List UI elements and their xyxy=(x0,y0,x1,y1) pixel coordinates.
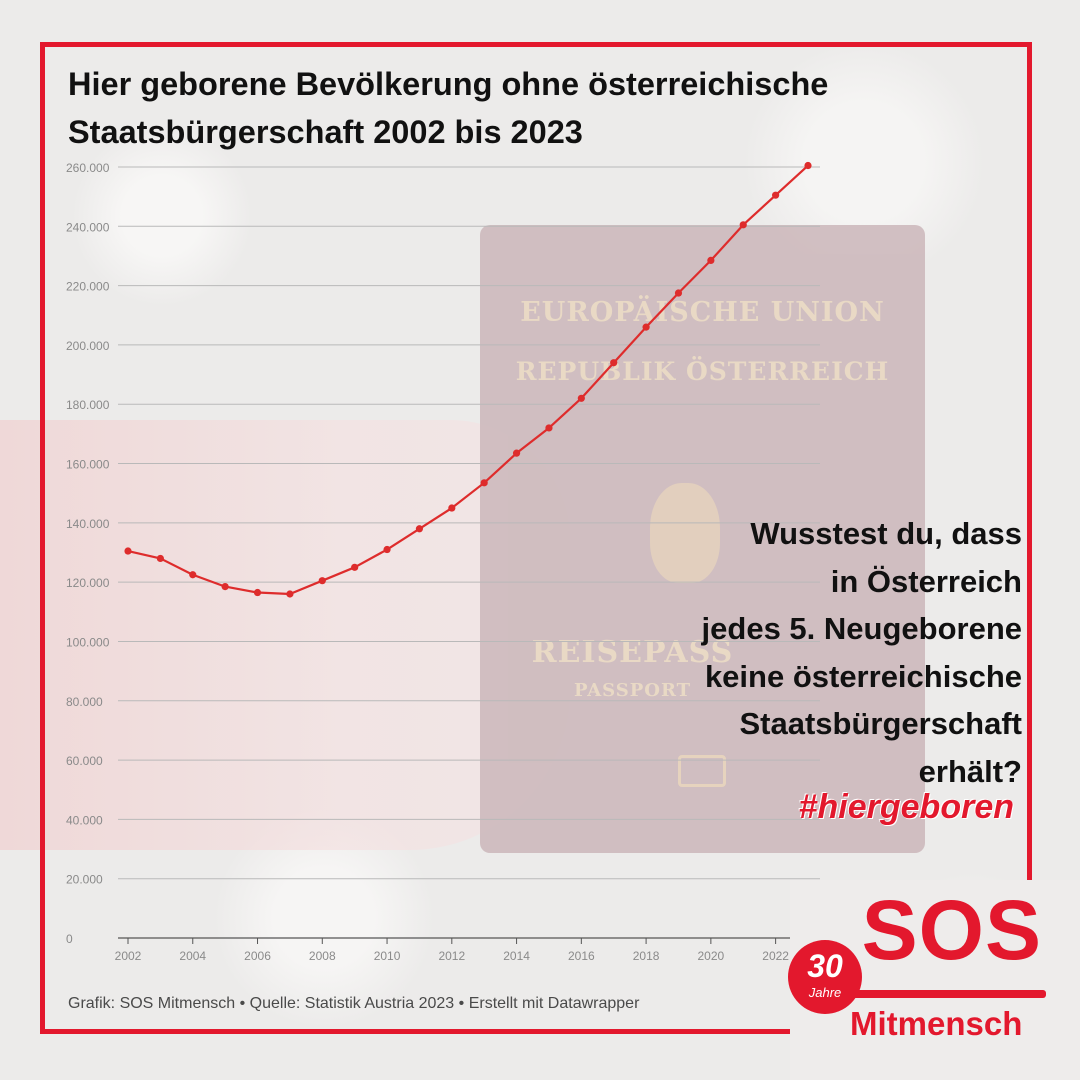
y-tick-label: 140.000 xyxy=(66,517,110,531)
badge-label: Jahre xyxy=(808,985,842,1000)
x-tick-label: 2016 xyxy=(568,949,595,963)
y-tick-label: 120.000 xyxy=(66,576,110,590)
data-point xyxy=(512,449,521,457)
chart-title: Hier geborene Bevölkerung ohne österreic… xyxy=(68,60,828,156)
data-point xyxy=(221,583,229,591)
callout-line-6: erhält? xyxy=(918,753,1022,789)
eagle-emblem-icon xyxy=(650,483,720,583)
x-tick-label: 2020 xyxy=(698,949,725,963)
data-point xyxy=(415,525,424,533)
x-tick-label: 2012 xyxy=(438,949,465,963)
data-point xyxy=(286,590,294,598)
data-point xyxy=(772,191,780,199)
data-point xyxy=(739,221,747,229)
title-line-2: Staatsbürgerschaft 2002 bis 2023 xyxy=(68,114,583,150)
data-point xyxy=(804,161,812,170)
callout-line-1: Wusstest du, dass xyxy=(750,516,1022,551)
passport-line-2: REPUBLIK ÖSTERREICH xyxy=(515,357,890,386)
y-tick-label: 260.000 xyxy=(66,161,110,175)
hand-photo xyxy=(0,420,570,850)
anniversary-badge: 30 Jahre xyxy=(788,940,862,1014)
data-point xyxy=(383,545,391,554)
logo-mitmensch: Mitmensch xyxy=(850,1005,1023,1042)
y-tick-label: 20.000 xyxy=(66,873,103,887)
data-point xyxy=(156,554,164,563)
y-tick-label: 160.000 xyxy=(66,458,110,472)
data-point xyxy=(448,504,456,512)
data-point xyxy=(189,571,197,579)
data-point xyxy=(124,547,132,555)
series-line xyxy=(127,164,809,596)
y-tick-label: 40.000 xyxy=(66,813,103,827)
data-point xyxy=(318,577,326,585)
callout-text: Wusstest du, dass in Österreich jedes 5.… xyxy=(702,510,1022,795)
logo-sos: SOS xyxy=(861,883,1042,977)
x-tick-label: 2018 xyxy=(633,949,660,963)
x-tick-label: 2004 xyxy=(179,949,206,963)
x-tick-label: 2002 xyxy=(115,949,142,963)
data-point xyxy=(545,424,553,432)
y-tick-label: 100.000 xyxy=(66,635,110,649)
y-tick-label: 220.000 xyxy=(66,280,110,294)
callout-line-5: Staatsbürgerschaft xyxy=(739,706,1022,741)
data-point xyxy=(253,588,262,597)
data-point xyxy=(707,256,715,265)
callout-line-2: in Österreich xyxy=(830,563,1022,599)
biometric-chip-icon xyxy=(678,755,726,787)
passport-line-1: EUROPÄISCHE UNION xyxy=(520,297,885,328)
x-tick-label: 2008 xyxy=(309,949,336,963)
y-tick-label: 180.000 xyxy=(66,398,110,412)
source-note: Grafik: SOS Mitmensch • Quelle: Statisti… xyxy=(68,995,640,1012)
y-tick-label: 240.000 xyxy=(66,220,110,234)
passport-line-3: REISEPASS xyxy=(531,635,734,670)
red-frame xyxy=(40,42,1032,1034)
x-tick-label: 2006 xyxy=(244,949,271,963)
passport-photo: EUROPÄISCHE UNION REPUBLIK ÖSTERREICH RE… xyxy=(480,225,925,853)
y-tick-label: 0 xyxy=(66,932,73,946)
y-tick-label: 80.000 xyxy=(66,695,103,709)
hashtag: #hiergeboren xyxy=(798,788,1014,826)
data-point xyxy=(674,289,683,297)
data-point xyxy=(577,394,585,402)
data-point xyxy=(351,563,359,571)
data-point xyxy=(610,359,618,367)
logo-underline xyxy=(796,990,1046,998)
badge-number: 30 xyxy=(807,948,843,984)
y-tick-label: 200.000 xyxy=(66,339,110,353)
title-line-1: Hier geborene Bevölkerung ohne österreic… xyxy=(68,66,829,102)
callout-line-4: keine österreichische xyxy=(704,658,1022,694)
callout-line-3: jedes 5. Neugeborene xyxy=(701,611,1022,646)
y-tick-label: 60.000 xyxy=(66,754,103,768)
x-tick-label: 2014 xyxy=(503,949,530,963)
data-point xyxy=(480,479,488,487)
x-tick-label: 2010 xyxy=(374,949,401,963)
data-point xyxy=(642,323,650,331)
x-tick-label: 2022 xyxy=(762,949,789,963)
passport-line-4: PASSPORT xyxy=(573,680,692,701)
